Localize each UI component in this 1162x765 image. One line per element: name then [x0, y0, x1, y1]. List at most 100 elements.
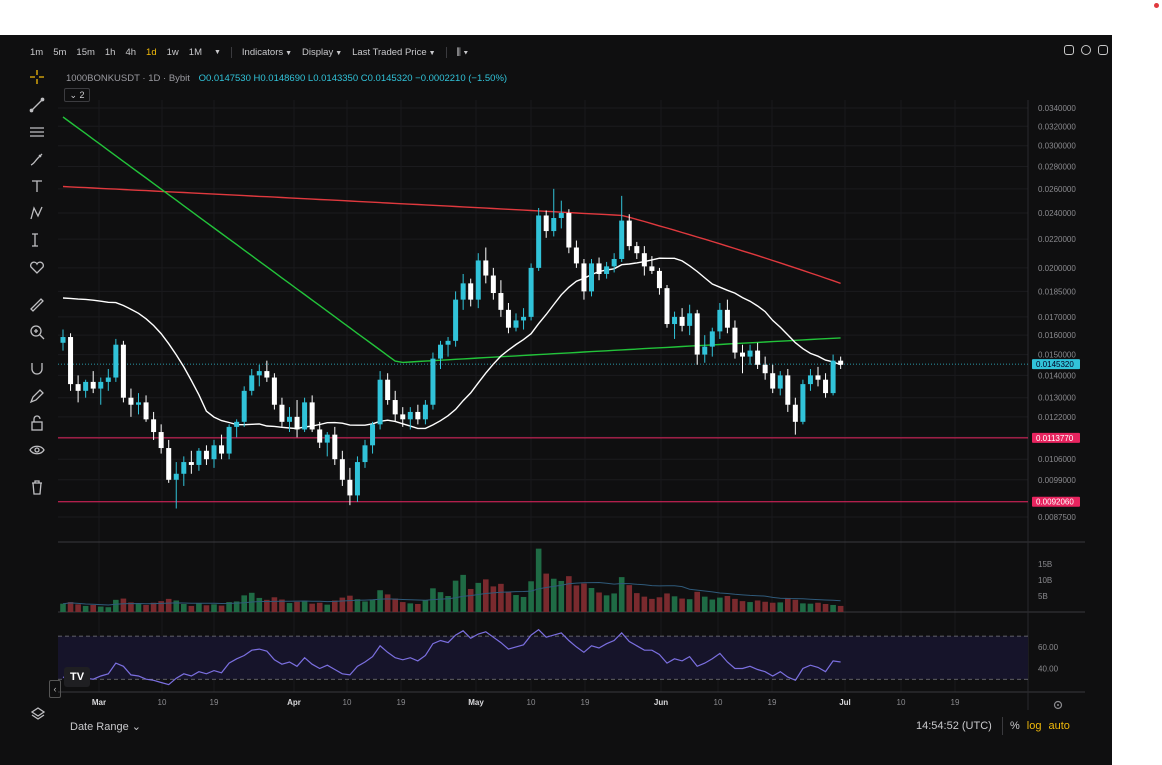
- time-tick-label: 10: [714, 698, 723, 707]
- ruler-icon[interactable]: [28, 296, 46, 314]
- pattern-icon[interactable]: [28, 204, 46, 222]
- axis-settings-icon[interactable]: [1052, 698, 1064, 716]
- top-right-icons: [1064, 45, 1108, 55]
- fast-ma-line: [62, 257, 841, 430]
- lock-icon[interactable]: [28, 414, 46, 432]
- timeframe-more-icon[interactable]: ▼: [213, 48, 221, 56]
- measure-icon[interactable]: [28, 231, 46, 249]
- candle-body: [453, 299, 459, 341]
- volume-bar: [158, 601, 164, 612]
- volume-bar: [113, 599, 119, 612]
- indicators-dropdown[interactable]: Indicators ▼: [241, 46, 293, 58]
- trend-line-icon[interactable]: [28, 96, 46, 114]
- candle-body: [717, 309, 723, 332]
- percent-toggle[interactable]: %: [1010, 720, 1020, 732]
- candle-body: [747, 350, 753, 357]
- zoom-in-icon[interactable]: [28, 323, 46, 341]
- volume-tick-label: 15B: [1038, 560, 1052, 569]
- trash-icon[interactable]: [28, 478, 46, 496]
- chart-type-icon[interactable]: ⫼ ▾: [456, 46, 469, 58]
- legend-interval: 1D: [148, 73, 161, 84]
- volume-bar: [739, 601, 746, 612]
- price-chart[interactable]: 0.0340000 0.0320000 0.0300000 0.0280000 0.02…: [0, 35, 1112, 725]
- timeframe-1M[interactable]: 1M: [188, 46, 202, 58]
- volume-bar: [233, 601, 240, 612]
- crosshair-icon[interactable]: [28, 68, 46, 86]
- timeframe-5m[interactable]: 5m: [53, 46, 67, 58]
- auto-toggle[interactable]: auto: [1048, 720, 1070, 732]
- volume-bar: [392, 598, 398, 612]
- settings-icon[interactable]: [1081, 45, 1091, 55]
- level-tag-label: 0.0092060: [1036, 498, 1074, 507]
- candle-body: [90, 381, 96, 389]
- candle-body: [528, 267, 534, 317]
- time-axis: Mar 10 19 Apr 10 19 May 10 19 Jun 10 19 Jul 10 19: [92, 698, 960, 707]
- log-toggle[interactable]: log: [1026, 720, 1042, 732]
- notification-dot: [1154, 3, 1159, 8]
- candle-body: [362, 445, 368, 463]
- brush-icon[interactable]: [28, 150, 46, 168]
- candle-body: [113, 344, 119, 378]
- collapse-panel-button[interactable]: ‹: [49, 680, 61, 698]
- price-source-dropdown[interactable]: Last Traded Price ▼: [352, 46, 436, 58]
- price-tick-label: 0.0280000: [1038, 163, 1076, 172]
- volume-bar: [196, 603, 202, 612]
- volume-bar: [490, 586, 497, 612]
- candle-body: [611, 258, 617, 267]
- timeframe-1m[interactable]: 1m: [30, 46, 44, 58]
- candle-body: [75, 384, 81, 391]
- candle-body: [241, 390, 247, 422]
- candle-body: [105, 377, 111, 382]
- volume-bar: [535, 548, 542, 612]
- price-tick-label: 0.0106000: [1038, 455, 1076, 464]
- volume-bar: [437, 592, 444, 612]
- timeframe-1h[interactable]: 1h: [104, 46, 116, 58]
- timeframe-4h[interactable]: 4h: [125, 46, 137, 58]
- volume-bar: [550, 578, 557, 612]
- pencil-lock-icon[interactable]: [28, 387, 46, 405]
- volume-bar: [279, 599, 285, 612]
- legend-collapse-toggle[interactable]: ⌄ 2: [64, 88, 90, 102]
- candle-body: [468, 283, 474, 300]
- magnet-icon[interactable]: [28, 360, 46, 378]
- price-tick-label: 0.0087500: [1038, 513, 1076, 522]
- eye-icon[interactable]: [28, 441, 46, 459]
- fullscreen-icon[interactable]: [1098, 45, 1108, 55]
- legend-exchange: Bybit: [168, 73, 190, 84]
- camera-icon[interactable]: [1064, 45, 1074, 55]
- volume-bar: [354, 599, 361, 612]
- date-range-button[interactable]: Date Range ⌄: [70, 721, 141, 733]
- dropdown-caret-icon: ▼: [335, 49, 343, 57]
- candle-body: [287, 416, 292, 422]
- candle-body: [596, 263, 602, 274]
- candle-body: [807, 375, 813, 385]
- candle-body: [354, 462, 360, 496]
- candle-body: [407, 411, 413, 420]
- price-tick-label: 0.0220000: [1038, 235, 1076, 244]
- volume-bar: [60, 603, 66, 612]
- display-dropdown[interactable]: Display ▼: [302, 46, 343, 58]
- volume-bar: [754, 600, 761, 612]
- level-tag: [1032, 496, 1080, 507]
- volume-bar: [90, 604, 96, 612]
- timeframe-15m[interactable]: 15m: [76, 46, 95, 58]
- volume-bar: [332, 600, 338, 612]
- timeframe-1d[interactable]: 1d: [146, 46, 157, 58]
- volume-bar: [656, 597, 663, 612]
- horizontal-lines-icon[interactable]: [28, 123, 46, 141]
- candle-body: [656, 270, 662, 289]
- scale-controls: % log auto: [1002, 716, 1070, 736]
- favorite-icon[interactable]: [28, 258, 46, 276]
- volume-bar: [815, 602, 821, 612]
- candle-body: [551, 218, 557, 232]
- volume-ma-line: [62, 581, 841, 606]
- volume-bar: [339, 597, 346, 612]
- candle-body: [60, 337, 66, 343]
- volume-bar: [581, 583, 587, 612]
- tradingview-logo: TV: [64, 667, 90, 687]
- clock-readout: 14:54:52 (UTC): [916, 720, 992, 732]
- layers-icon[interactable]: [30, 706, 46, 727]
- candle-body: [483, 260, 489, 276]
- timeframe-1w[interactable]: 1w: [166, 46, 179, 58]
- text-icon[interactable]: [28, 177, 46, 195]
